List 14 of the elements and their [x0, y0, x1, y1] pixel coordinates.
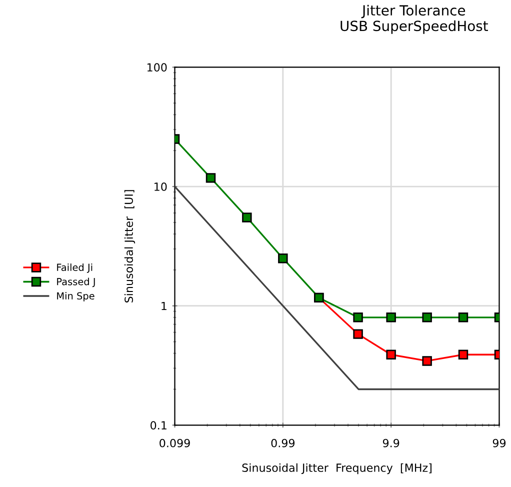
x-tick-label: 99	[492, 438, 506, 448]
legend-label: Failed Ji	[57, 263, 92, 273]
x-axis-title: Sinusoidal Jitter Frequency [MHz]	[242, 463, 432, 474]
y-tick-label: 0.1	[150, 421, 166, 430]
legend-label: Passed J	[57, 278, 95, 288]
x-tick-label: 0.99	[271, 438, 295, 448]
y-axis-title: Sinusoidal Jitter [UI]	[124, 190, 136, 302]
y-tick-label: 100	[147, 63, 167, 72]
y-tick-label: 1	[162, 302, 166, 310]
x-tick-label: 0.099	[160, 438, 190, 448]
legend-label: Min Spe	[57, 292, 94, 302]
y-tick-label: 10	[154, 182, 167, 191]
x-tick-label: 9.9	[382, 438, 400, 448]
chart-title: Jitter Tolerance USB SuperSpeedHost	[340, 4, 488, 34]
